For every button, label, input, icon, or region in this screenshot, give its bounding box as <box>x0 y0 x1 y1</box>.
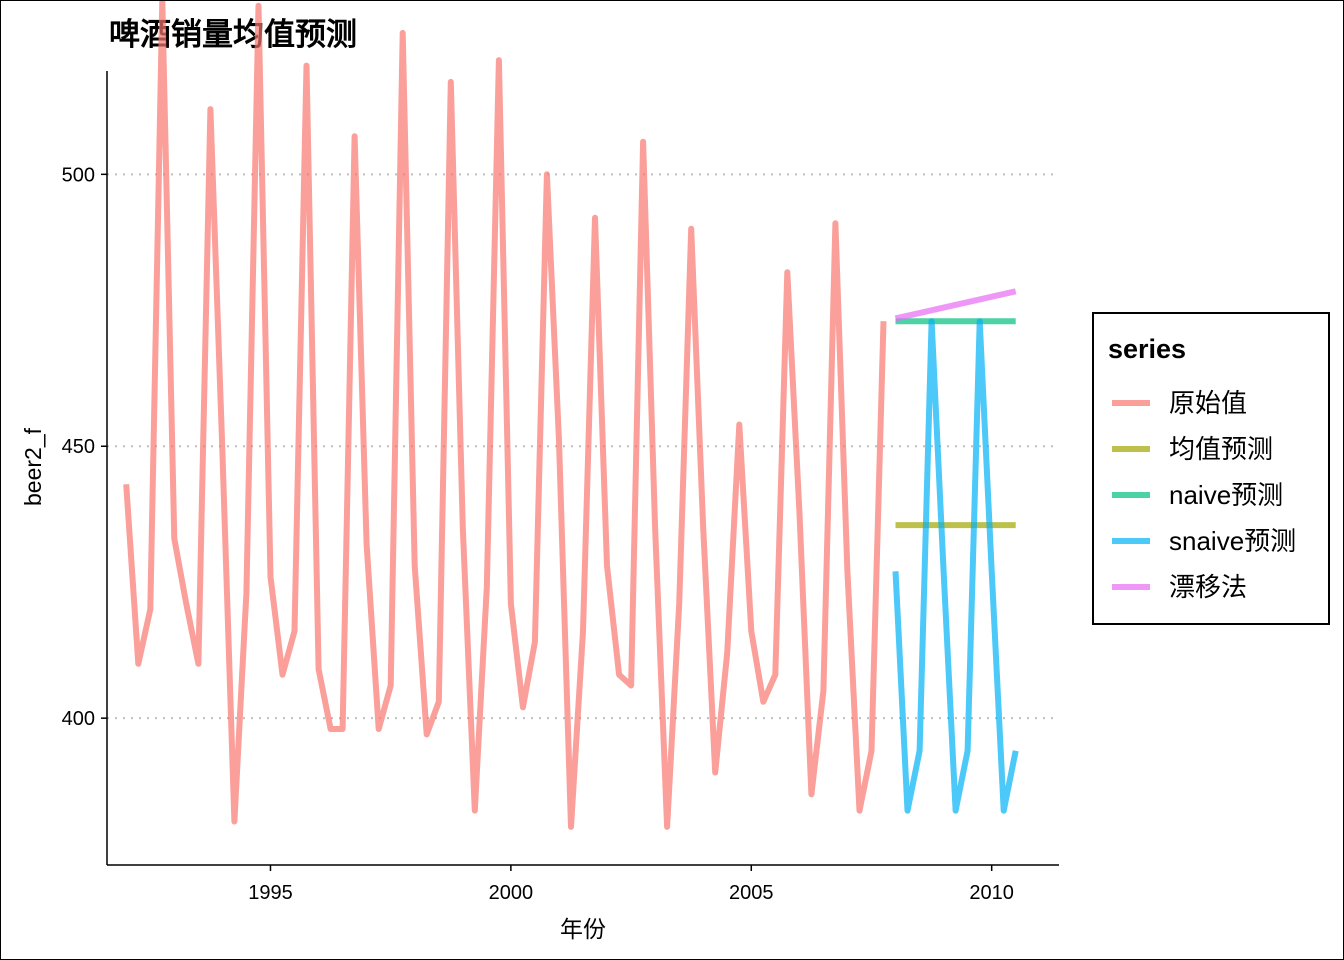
x-axis-label: 年份 <box>560 916 606 942</box>
x-axis-ticks: 1995 2000 2005 2010 <box>248 865 1014 904</box>
legend-label-2: naive预测 <box>1169 480 1283 510</box>
x-tick-label: 2010 <box>969 882 1014 904</box>
legend-title: series <box>1108 334 1186 364</box>
legend-label-3: snaive预测 <box>1169 526 1296 556</box>
series-lines <box>123 1 1019 830</box>
series-line-0 <box>123 1 887 830</box>
y-axis-ticks: 400 450 500 <box>62 164 107 730</box>
series-line-4 <box>894 288 1017 322</box>
y-tick-label: 400 <box>62 708 95 730</box>
legend-label-0: 原始值 <box>1169 388 1247 418</box>
legend-label-1: 均值预测 <box>1169 434 1273 464</box>
legend-label-4: 漂移法 <box>1169 572 1247 602</box>
y-tick-label: 500 <box>62 164 95 186</box>
x-tick-label: 2005 <box>729 882 774 904</box>
chart-title: 啤酒销量均值预测 <box>109 17 357 53</box>
legend-box <box>1092 312 1330 625</box>
series-line-3 <box>892 318 1019 814</box>
y-tick-label: 450 <box>62 436 95 458</box>
x-tick-label: 1995 <box>248 882 293 904</box>
x-tick-label: 2000 <box>489 882 534 904</box>
axes <box>106 71 1059 866</box>
y-axis-label: beer2_f <box>20 427 46 506</box>
